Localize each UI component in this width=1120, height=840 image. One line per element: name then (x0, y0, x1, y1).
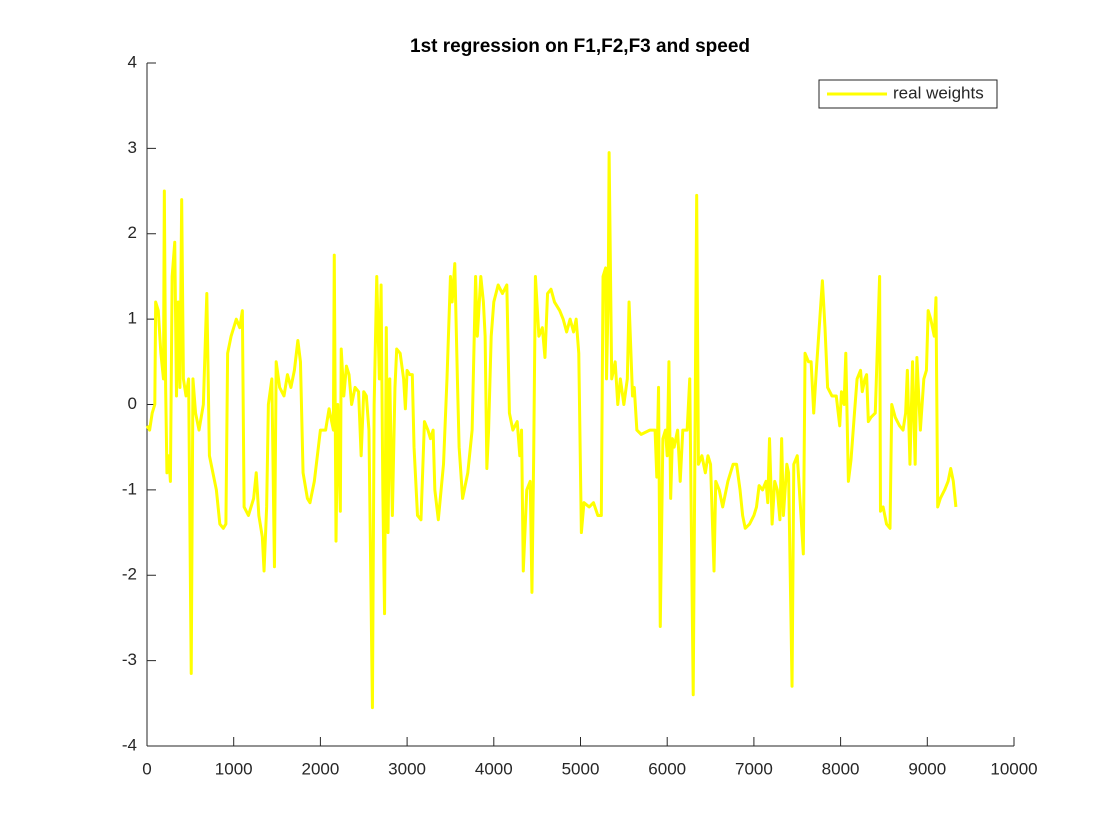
x-tick-label: 6000 (648, 759, 686, 778)
x-tick-label: 10000 (990, 759, 1037, 778)
line-series (145, 151, 958, 710)
y-tick-label: 2 (128, 223, 137, 242)
x-tick-label: 8000 (822, 759, 860, 778)
y-tick-label: -1 (122, 479, 137, 498)
y-tick-label: -2 (122, 565, 137, 584)
y-tick-label: 4 (128, 52, 137, 71)
y-tick-label: 1 (128, 309, 137, 328)
x-tick-label: 2000 (301, 759, 339, 778)
x-tick-label: 0 (142, 759, 151, 778)
x-tick-label: 4000 (475, 759, 513, 778)
y-tick-label: 3 (128, 138, 137, 157)
legend-label: real weights (893, 83, 984, 102)
x-tick-label: 9000 (908, 759, 946, 778)
y-tick-label: -4 (122, 735, 137, 754)
x-tick-label: 3000 (388, 759, 426, 778)
x-tick-label: 7000 (735, 759, 773, 778)
x-tick-label: 1000 (215, 759, 253, 778)
y-tick-label: -3 (122, 650, 137, 669)
y-tick-label: 0 (128, 394, 137, 413)
chart-title: 1st regression on F1,F2,F3 and speed (410, 36, 750, 57)
x-tick-label: 5000 (562, 759, 600, 778)
